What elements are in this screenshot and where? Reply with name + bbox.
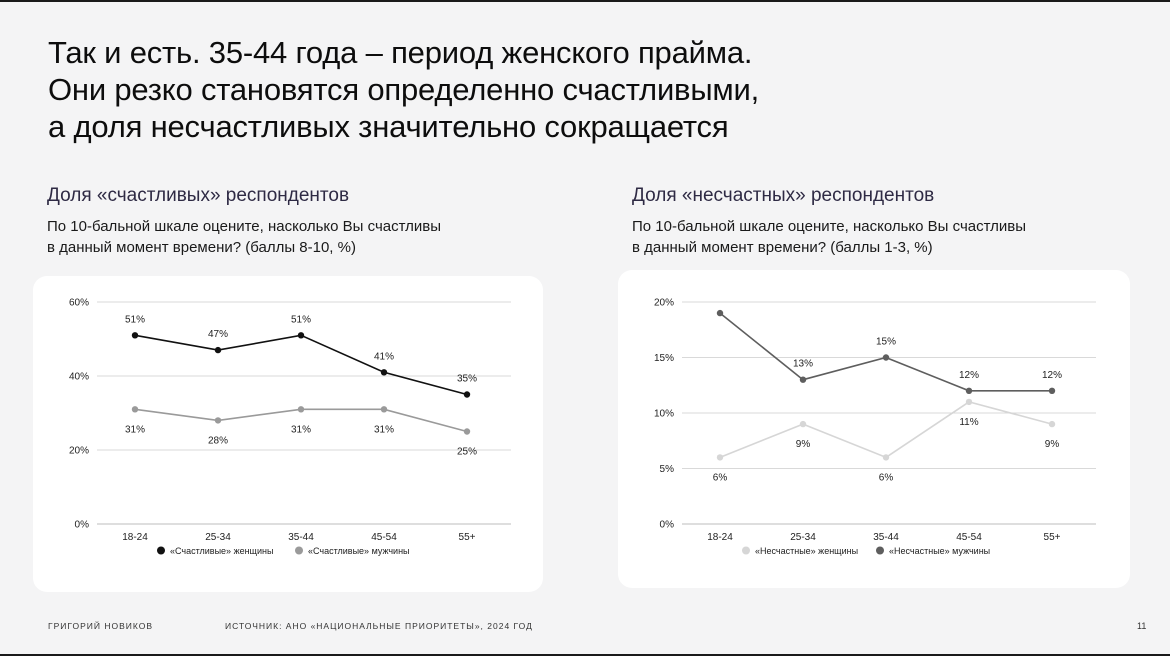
- data-label: 31%: [125, 424, 145, 435]
- panel-subtitle-line: в данный момент времени? (баллы 8-10, %): [47, 239, 356, 256]
- x-tick-label: 45-54: [956, 532, 982, 543]
- data-point: [380, 369, 388, 376]
- data-point: [380, 406, 388, 413]
- panel-subtitle-line: в данный момент времени? (баллы 1-3, %): [632, 239, 933, 256]
- y-tick-label: 20%: [654, 298, 674, 309]
- data-point: [297, 406, 305, 413]
- data-point: [882, 454, 890, 461]
- data-point: [214, 417, 222, 424]
- data-point: [463, 428, 471, 435]
- data-label: 25%: [457, 447, 477, 458]
- data-label: 6%: [713, 472, 728, 483]
- data-point: [799, 420, 807, 428]
- slide-title-line: Так и есть. 35-44 года – период женского…: [48, 35, 753, 70]
- data-point: [297, 332, 305, 339]
- data-label: 51%: [291, 314, 311, 325]
- data-label: 41%: [374, 351, 394, 362]
- unhappy-panel-header: Доля «несчастных» респондентов По 10-бал…: [632, 184, 1102, 258]
- panel-subtitle: По 10-бальной шкале оцените, насколько В…: [632, 216, 1102, 258]
- x-tick-label: 25-34: [790, 532, 816, 543]
- top-border: [0, 0, 1170, 2]
- legend-marker: [157, 546, 165, 555]
- happy-chart-card: 0% 20% 40% 60% 18-24 25-34 35-44 45-54 55+ 51% 47%…: [33, 276, 543, 592]
- y-tick-label: 60%: [69, 298, 89, 309]
- panel-subtitle: По 10-бальной шкале оцените, насколько В…: [47, 216, 517, 258]
- y-tick-label: 0%: [75, 520, 90, 531]
- panel-subtitle-line: По 10-бальной шкале оцените, насколько В…: [632, 218, 1027, 235]
- x-tick-label: 35-44: [288, 532, 314, 543]
- data-label: 11%: [959, 417, 978, 428]
- y-tick-label: 15%: [654, 353, 674, 364]
- unhappy-line-chart: 0% 5% 10% 15% 20% 18-24 25-34 35-44 45-54 55+ 6% 9%…: [654, 298, 1096, 556]
- data-point: [214, 346, 222, 354]
- data-point: [716, 454, 724, 461]
- x-tick-label: 55+: [459, 532, 476, 543]
- legend-label: «Несчастные» мужчины: [889, 546, 990, 556]
- panel-subtitle-line: По 10-бальной шкале оцените, насколько В…: [47, 218, 442, 235]
- x-tick-label: 25-34: [205, 532, 231, 543]
- data-label: 31%: [291, 424, 311, 435]
- author-name: Григорий Новиков: [48, 621, 154, 631]
- data-point: [799, 376, 807, 383]
- slide-title: Так и есть. 35-44 года – период женского…: [48, 34, 1048, 145]
- data-label: 12%: [959, 370, 979, 381]
- legend-marker: [742, 546, 750, 555]
- data-point: [882, 354, 890, 361]
- data-label: 9%: [796, 439, 811, 450]
- data-point: [716, 309, 724, 317]
- data-label: 51%: [125, 314, 145, 325]
- happy-line-chart: 0% 20% 40% 60% 18-24 25-34 35-44 45-54 55+ 51% 47%…: [69, 298, 511, 556]
- data-point: [131, 332, 139, 339]
- legend-marker: [876, 546, 884, 555]
- data-point: [1048, 387, 1056, 394]
- y-tick-label: 5%: [660, 464, 675, 475]
- legend-marker: [295, 546, 303, 555]
- x-tick-label: 35-44: [873, 532, 899, 543]
- data-label: 35%: [457, 374, 477, 385]
- page-number: 11: [1137, 621, 1147, 631]
- y-tick-label: 0%: [660, 520, 675, 531]
- data-label: 31%: [374, 424, 394, 435]
- x-tick-label: 45-54: [371, 532, 397, 543]
- data-label: 47%: [208, 329, 228, 340]
- data-label: 9%: [1045, 439, 1060, 450]
- data-label: 12%: [1042, 370, 1062, 381]
- panel-title: Доля «несчастных» респондентов: [632, 185, 935, 206]
- data-point: [463, 391, 471, 398]
- series-line: [719, 401, 1053, 459]
- source-note: Источник: АНО «Национальные приоритеты»,…: [225, 621, 533, 631]
- slide-title-line: Они резко становятся определенно счастли…: [48, 72, 760, 107]
- data-label: 6%: [879, 472, 894, 483]
- data-label: 28%: [208, 435, 228, 446]
- legend-label: «Несчастные» женщины: [755, 546, 858, 556]
- x-tick-label: 55+: [1044, 532, 1061, 543]
- y-tick-label: 40%: [69, 372, 89, 383]
- data-label: 15%: [876, 337, 896, 348]
- legend-label: «Счастливые» женщины: [170, 546, 273, 556]
- series-line: [134, 334, 468, 396]
- data-point: [131, 406, 139, 413]
- legend-label: «Счастливые» мужчины: [308, 546, 410, 556]
- bottom-border: [0, 654, 1170, 656]
- panel-title: Доля «счастливых» респондентов: [47, 185, 350, 206]
- slide-title-line: а доля несчастливых значительно сокращае…: [48, 109, 729, 144]
- y-tick-label: 10%: [654, 409, 674, 420]
- data-point: [1048, 420, 1056, 428]
- data-point: [965, 398, 973, 406]
- y-tick-label: 20%: [69, 446, 89, 457]
- data-point: [965, 387, 973, 394]
- x-tick-label: 18-24: [122, 532, 148, 543]
- data-label: 13%: [793, 359, 813, 370]
- x-tick-label: 18-24: [707, 532, 733, 543]
- unhappy-chart-card: 0% 5% 10% 15% 20% 18-24 25-34 35-44 45-54 55+ 6% 9%…: [618, 270, 1130, 588]
- happy-panel-header: Доля «счастливых» респондентов По 10-бал…: [47, 184, 517, 258]
- series-line: [719, 312, 1052, 392]
